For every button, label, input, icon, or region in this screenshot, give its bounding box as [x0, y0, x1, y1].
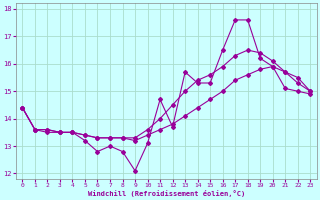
X-axis label: Windchill (Refroidissement éolien,°C): Windchill (Refroidissement éolien,°C): [88, 190, 245, 197]
